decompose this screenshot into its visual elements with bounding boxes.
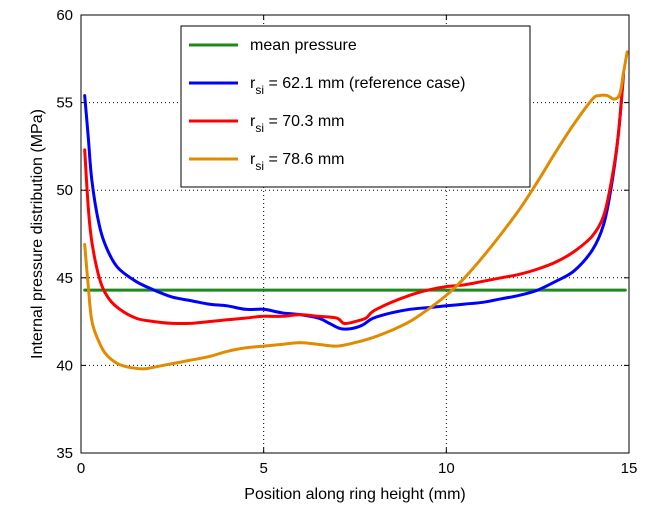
legend-label-main: mean pressure: [250, 37, 357, 54]
legend-label-main: r: [250, 113, 256, 130]
x-tick-label: 0: [77, 460, 85, 477]
x-axis-label: Position along ring height (mm): [244, 486, 465, 503]
y-tick-label: 60: [56, 7, 73, 24]
legend-entry: rsi = 78.6 mm: [250, 151, 344, 173]
series-70-3mm-line: [83, 71, 625, 326]
legend-label-rest: = 78.6 mm: [264, 151, 344, 168]
legend-label-main: r: [250, 75, 256, 92]
grid: [81, 15, 629, 453]
plot-frame: [80, 14, 630, 454]
x-tick-label: 10: [438, 460, 455, 477]
y-axis-label: Internal pressure distribution (MPa): [29, 109, 46, 359]
series-78-6mm-line: [83, 50, 629, 371]
legend-label-main: r: [250, 151, 256, 168]
legend-label-subscript: si: [255, 159, 264, 173]
series-62-1mm-line: [83, 73, 625, 331]
x-tick-label: 5: [259, 460, 267, 477]
legend-box: [180, 25, 531, 188]
y-tick-label: 45: [56, 270, 73, 287]
legend-entry: rsi = 70.3 mm: [250, 113, 344, 135]
ticks: 0 5 10 15 35 40 45 50 55 60: [56, 7, 637, 477]
legend-entry: mean pressure: [250, 37, 357, 54]
legend-label-rest: = 62.1 mm (reference case): [264, 75, 465, 92]
legend-label-rest: = 70.3 mm: [264, 113, 344, 130]
legend-entry: rsi = 62.1 mm (reference case): [250, 75, 465, 97]
y-tick-label: 35: [56, 445, 73, 462]
series-lines: [83, 50, 629, 371]
legend-label-subscript: si: [255, 121, 264, 135]
y-tick-label: 50: [56, 182, 73, 199]
legend-label-subscript: si: [255, 83, 264, 97]
y-tick-label: 40: [56, 357, 73, 374]
x-tick-label: 15: [621, 460, 638, 477]
y-tick-label: 55: [56, 95, 73, 112]
